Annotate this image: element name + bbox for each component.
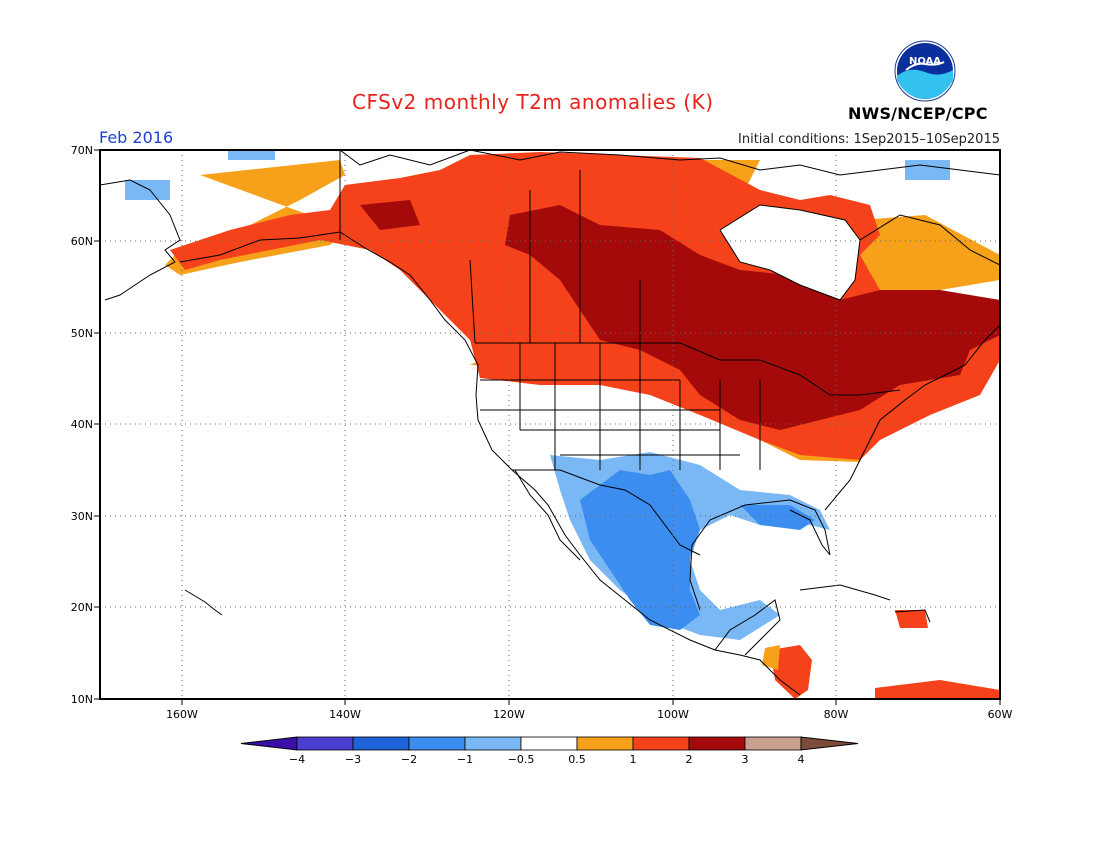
graticule (100, 150, 1000, 699)
legend-arrow-max (800, 736, 859, 751)
anomaly-region-darkred-nw (360, 200, 420, 230)
initial-conditions: Initial conditions: 1Sep2015–10Sep2015 (738, 132, 1000, 147)
coastline-yucatan (714, 599, 781, 656)
anomaly-region-lightblue-nw (228, 150, 275, 160)
coastline-west (179, 231, 801, 696)
legend-tick-label: 2 (686, 753, 693, 766)
legend-tick-label: −2 (401, 753, 417, 766)
border-us-canada (475, 342, 901, 396)
coastlines (100, 150, 1000, 696)
legend-swatch (296, 736, 354, 751)
coastline-cuba (799, 584, 891, 601)
legend-swatch (408, 736, 466, 751)
lat-label: 40N (71, 418, 93, 431)
legend-tick-label: −1 (457, 753, 473, 766)
coastline-arctic (339, 150, 1000, 176)
lat-label: 10N (71, 693, 93, 706)
border-us-states (480, 343, 761, 470)
lat-label: 30N (71, 510, 93, 523)
anomaly-region-orange-centralam (762, 645, 780, 670)
color-legend: −4 −3 −2 −1 −0.5 0.5 1 2 3 4 (240, 736, 859, 766)
border-us-mexico (512, 469, 701, 556)
legend-tick-label: 3 (742, 753, 749, 766)
coastline-hudson (719, 204, 861, 301)
legend-swatch (688, 736, 746, 751)
coastline-hawaii (184, 589, 223, 616)
lat-label: 20N (71, 601, 93, 614)
legend-tick-label: 1 (630, 753, 637, 766)
legend-swatch (576, 736, 634, 751)
hudson-bay-area (720, 205, 860, 300)
lon-label: 120W (493, 708, 525, 721)
lon-labels: 160W 140W 120W 100W 80W 60W (166, 708, 1012, 721)
anomaly-field (125, 150, 1000, 699)
border-canada-provinces (469, 170, 641, 344)
anomaly-region-darkred-canada (505, 205, 1000, 430)
coastline-alaska (100, 179, 181, 301)
forecast-period: Feb 2016 (99, 128, 174, 147)
legend-swatch (352, 736, 410, 751)
anomaly-region-blue-mexico (580, 470, 700, 630)
lat-label: 70N (71, 144, 93, 157)
lat-label: 60N (71, 235, 93, 248)
legend-swatch (464, 736, 522, 751)
anomaly-region-red-centralam (770, 645, 812, 699)
legend-tick-label: −3 (345, 753, 361, 766)
coastline-labrador (859, 214, 1000, 266)
anomaly-region-red-caribbean (895, 610, 928, 628)
svg-text:NOAA: NOAA (909, 56, 941, 67)
noaa-logo: NOAA (894, 40, 956, 102)
anomaly-region-orange-ne (855, 215, 1000, 300)
legend-swatch (744, 736, 802, 751)
lat-labels: 70N 60N 50N 40N 30N 20N 10N (71, 144, 93, 706)
legend-tick-label: −4 (289, 753, 305, 766)
anomaly-region-lightblue-nw2 (125, 180, 170, 200)
lat-label: 50N (71, 327, 93, 340)
tick-marks (94, 149, 1001, 705)
lon-label: 140W (329, 708, 361, 721)
anomaly-region-blue-gulf (740, 505, 815, 530)
anomaly-region-red-sa (875, 680, 1000, 699)
lon-label: 100W (657, 708, 689, 721)
lon-label: 60W (988, 708, 1013, 721)
legend-swatch (632, 736, 690, 751)
agency-label: NWS/NCEP/CPC (848, 104, 988, 123)
anomaly-region-lightblue-ne (905, 160, 950, 180)
anomaly-region-white-sw (470, 395, 760, 470)
legend-swatch (520, 736, 578, 751)
coastline-hispaniola (894, 609, 931, 623)
noaa-logo-icon: NOAA (894, 40, 956, 102)
legend-arrow-min (240, 736, 298, 751)
coastline-baja (514, 469, 581, 561)
lon-label: 160W (166, 708, 198, 721)
lon-label: 80W (824, 708, 849, 721)
legend-tick-label: 0.5 (568, 753, 586, 766)
legend-tick-label: 4 (798, 753, 805, 766)
coastline-east (824, 324, 1000, 511)
legend-tick-label: −0.5 (508, 753, 535, 766)
chart-title: CFSv2 monthly T2m anomalies (K) (352, 90, 714, 114)
